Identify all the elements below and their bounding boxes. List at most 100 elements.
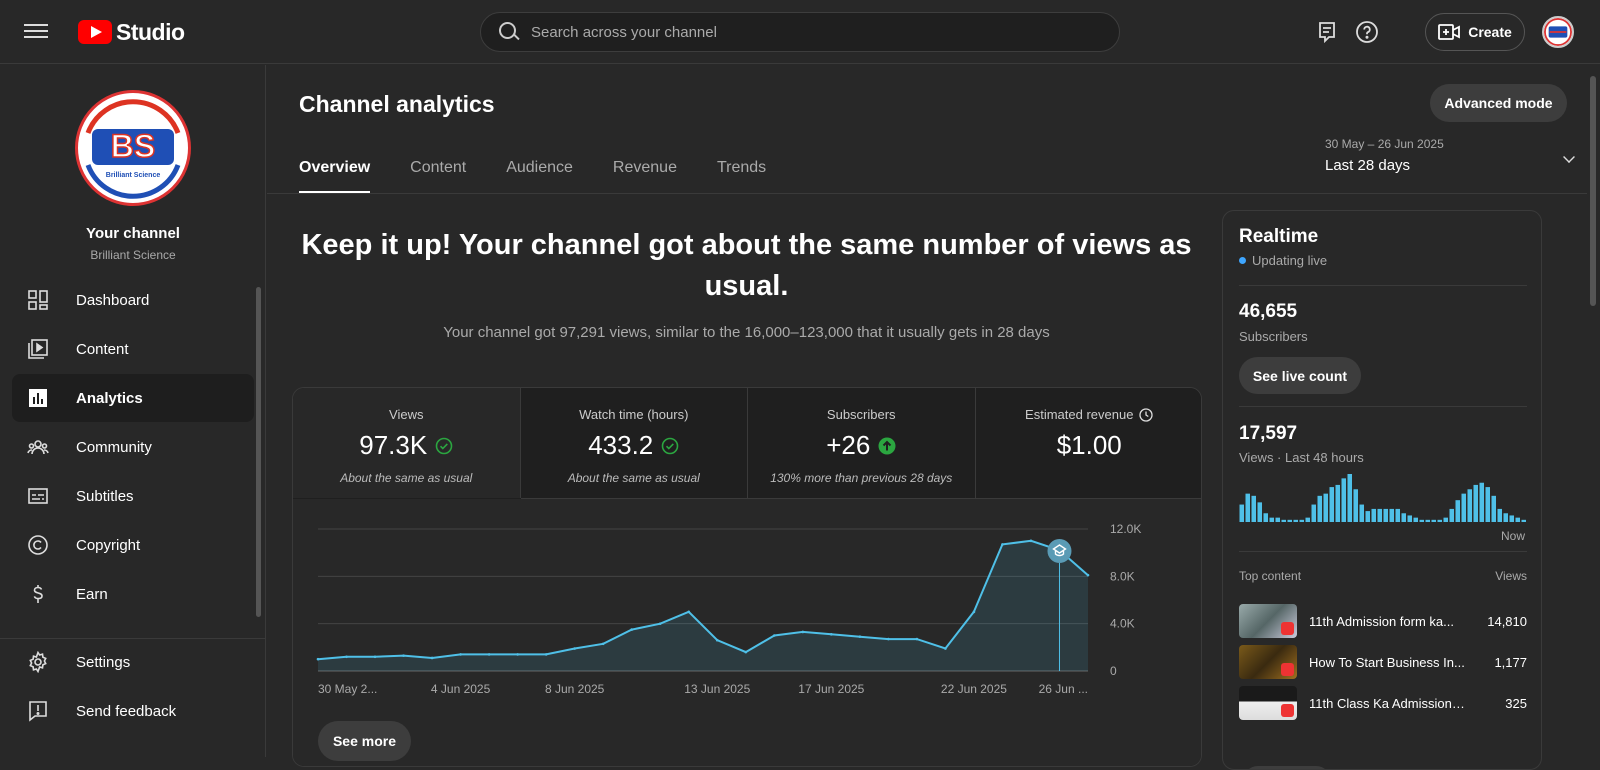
hourly-views-bar [1431,519,1436,522]
x-tick-label: 22 Jun 2025 [941,682,1007,696]
svg-text:BS: BS [111,128,155,164]
top-content-item[interactable]: 11th Admission form ka... 14,810 [1239,603,1527,639]
data-point [972,610,976,614]
messages-icon[interactable] [1315,20,1339,44]
search-icon[interactable] [487,12,527,52]
hourly-views-bar [1293,519,1298,522]
sidebar-item-analytics[interactable]: Analytics [12,374,254,422]
help-icon[interactable] [1355,20,1379,44]
sidebar-item-settings[interactable]: Settings [12,638,254,686]
realtime-status-text: Updating live [1252,253,1328,268]
metric-estimated-revenue[interactable]: Estimated revenue $1.00 [975,388,1201,498]
search-input[interactable] [531,23,1091,41]
sidebar-item-content[interactable]: Content [12,325,254,373]
data-point [915,637,919,641]
subscriber-count: 46,655 [1239,301,1298,322]
see-more-button[interactable]: See more [318,721,411,761]
hourly-views-bar [1251,495,1256,522]
x-tick-label: 26 Jun ... [1039,682,1088,696]
metric-watch-time[interactable]: Watch time (hours) 433.2 About the same … [520,388,748,498]
hourly-views-bar [1317,495,1322,522]
create-button[interactable]: Create [1425,13,1525,51]
metric-subscribers[interactable]: Subscribers +26 130% more than previous … [748,388,976,498]
x-tick-label: 17 Jun 2025 [798,682,864,696]
hourly-views-bar [1497,508,1502,522]
data-point [630,628,634,631]
menu-icon[interactable] [24,20,48,44]
hourly-views-bar [1353,489,1358,522]
metric-note: About the same as usual [567,471,700,485]
sidebar-scrollbar[interactable] [256,287,261,617]
top-content-header: Top content Views [1239,569,1527,583]
hourly-views-bar [1461,493,1466,522]
metrics-divider [521,498,1201,499]
hourly-views-bar [1311,504,1316,522]
see-live-count-button[interactable]: See live count [1239,357,1361,394]
hourly-views-bar [1479,482,1484,522]
hourly-views-bar [1515,517,1520,522]
sidebar-item-label: Subtitles [76,487,134,505]
hourly-views-bar [1449,508,1454,522]
search-bar [480,12,1120,52]
metric-views[interactable]: Views 97.3K About the same as usual [293,388,521,498]
hourly-views-bar [1491,495,1496,522]
views-line [317,539,1089,661]
video-title: 11th Admission form ka... [1309,613,1454,629]
realtime-title: Realtime [1239,226,1319,247]
sidebar-item-label: Analytics [76,389,143,407]
tabs-divider [267,193,1587,194]
hourly-views-bar [1443,517,1448,522]
tab-overview[interactable]: Overview [299,149,371,194]
go-to-report-button[interactable] [1243,766,1331,769]
hourly-views-bar [1467,489,1472,522]
x-tick-label: 8 Jun 2025 [545,682,605,696]
metric-value: 433.2 [588,430,654,460]
realtime-divider [1239,551,1527,552]
video-views: 1,177 [1494,654,1527,670]
period-text: Last 28 days [1325,157,1411,174]
channel-avatar[interactable]: BS Brilliant Science [75,90,191,206]
hourly-views-bar [1323,493,1328,522]
realtime-views-label: Views · Last 48 hours [1239,450,1364,465]
realtime-views-bars[interactable] [1239,472,1527,522]
sidebar-item-copyright[interactable]: Copyright [12,521,254,569]
tab-content[interactable]: Content [410,159,467,176]
sidebar-item-send-feedback[interactable]: Send feedback [12,687,254,735]
sidebar-item-subtitles[interactable]: Subtitles [12,472,254,520]
realtime-status: Updating live [1239,253,1327,268]
metric-value: $1.00 [1056,430,1122,460]
realtime-divider [1239,285,1527,286]
page-scrollbar[interactable] [1590,76,1596,306]
hourly-views-bar [1239,504,1244,522]
shorts-icon [1281,704,1294,717]
data-point [430,656,434,660]
account-avatar[interactable] [1542,16,1574,48]
top-content-item[interactable]: How To Start Business In... 1,177 [1239,644,1527,680]
data-point [944,647,947,650]
sidebar-item-dashboard[interactable]: Dashboard [12,276,254,324]
sidebar-item-earn[interactable]: Earn [12,570,254,618]
views-chart-area: 0 4.0K 8.0K 12.0K 30 May 2... 4 Jun 2025 8 Jun… [293,499,1202,766]
data-point [487,653,491,656]
top-content-item[interactable]: 11th Class Ka Admission F... 325 [1239,685,1527,721]
studio-logo[interactable]: Studio [78,18,185,46]
date-range-picker[interactable]: 30 May – 26 Jun 2025 Last 28 days [1325,137,1575,181]
realtime-views-count: 17,597 [1239,423,1298,444]
tab-revenue[interactable]: Revenue [612,159,677,176]
data-point [373,655,377,659]
y-tick-label: 12.0K [1110,522,1141,536]
hourly-views-bar [1275,517,1280,522]
metric-note: About the same as usual [340,471,473,485]
check-circle-icon [435,437,453,454]
x-tick-label: 30 May 2... [318,682,377,696]
views-chart[interactable]: 0 4.0K 8.0K 12.0K 30 May 2... 4 Jun 2025 8 Jun… [293,499,1202,699]
tab-audience[interactable]: Audience [506,159,573,176]
sidebar-item-community[interactable]: Community [12,423,254,471]
advanced-mode-button[interactable]: Advanced mode [1430,84,1567,122]
hourly-views-bar [1359,504,1364,522]
metric-label: Estimated revenue [1025,407,1134,422]
channel-name: Brilliant Science [90,248,176,262]
tab-trends[interactable]: Trends [716,159,767,176]
hourly-views-bar [1401,513,1406,522]
subtitles-icon [26,484,50,508]
